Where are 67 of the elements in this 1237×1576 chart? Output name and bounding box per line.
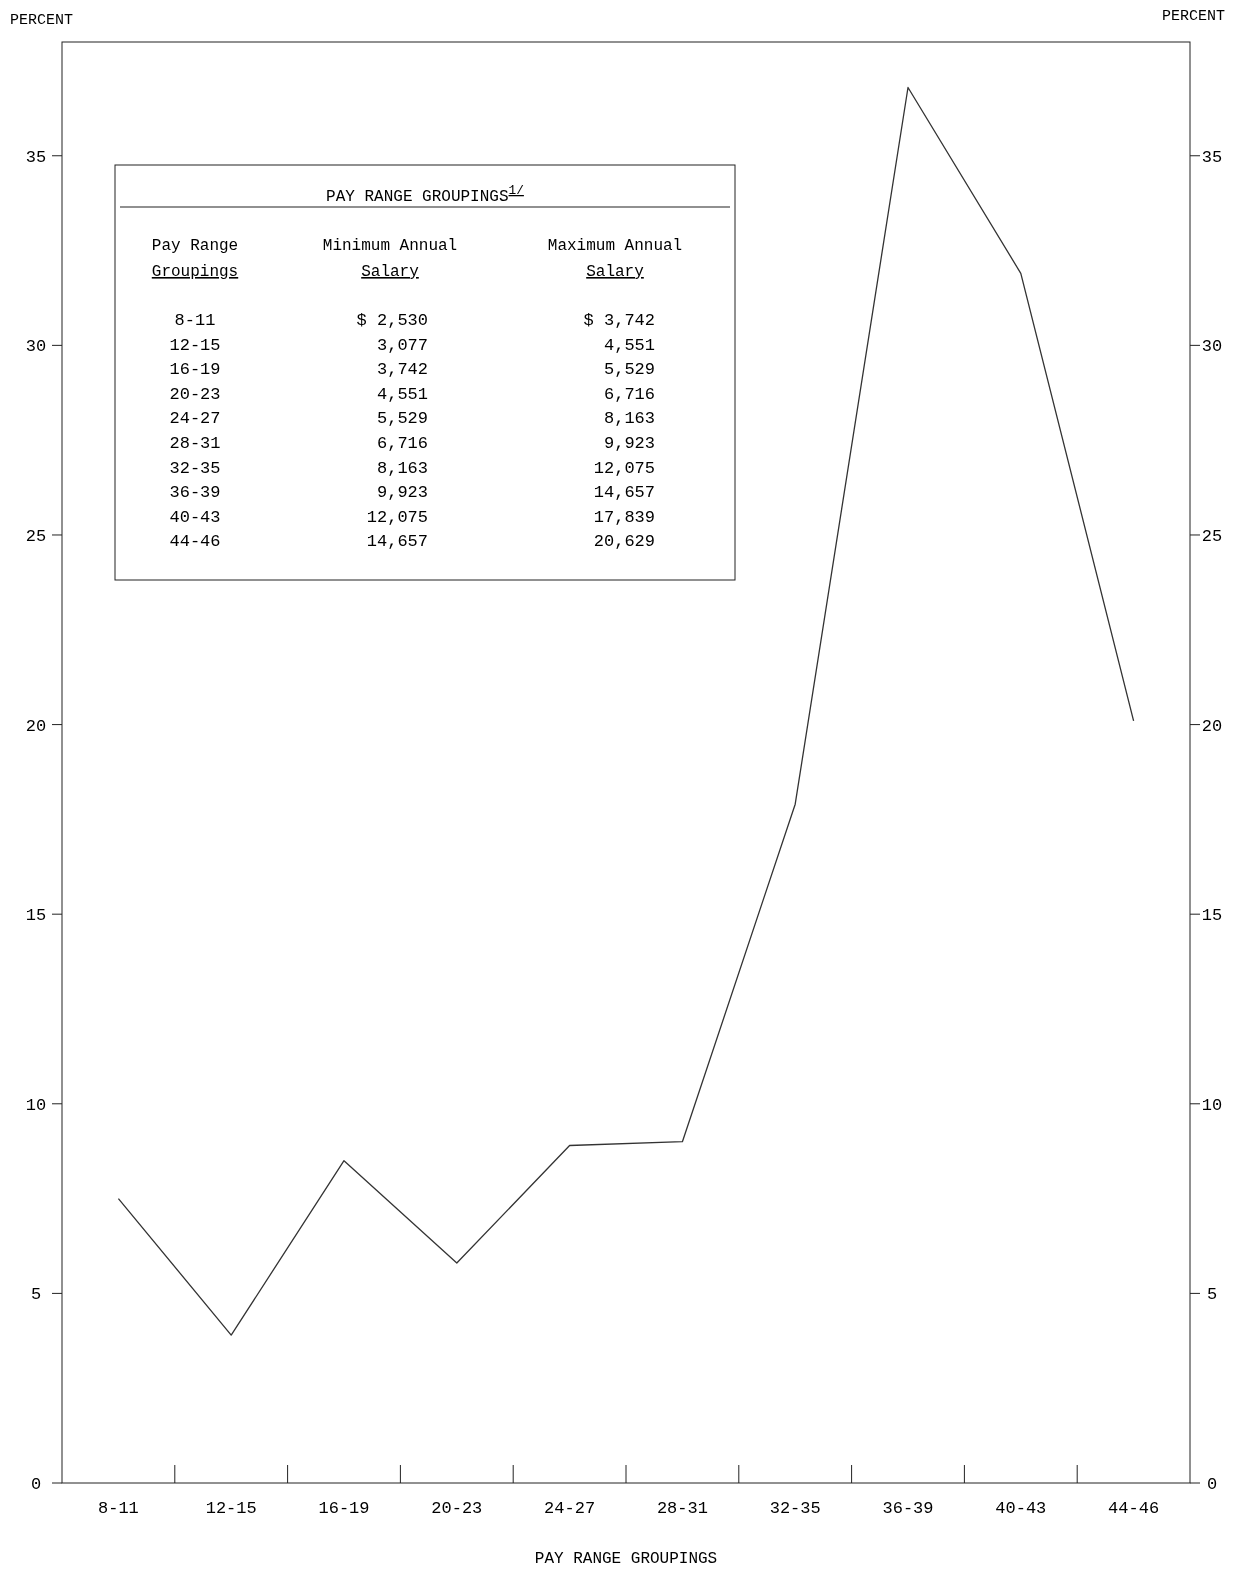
- x-tick-label: 20-23: [431, 1499, 483, 1518]
- y-tick-label: 5: [30, 1285, 42, 1305]
- y2-tick-label: 10: [1201, 1095, 1223, 1115]
- annotation: PAY RANGE GROUPINGS$^{1/}$: [326, 182, 524, 206]
- y-tick-label: 10: [25, 1095, 47, 1115]
- y2-tick-label: 30: [1201, 337, 1223, 357]
- annotation: 8,163: [603, 409, 655, 429]
- annotation: $ 3,742: [583, 311, 655, 330]
- y-tick-label: 20: [25, 716, 47, 736]
- annotation: 3,077: [376, 335, 428, 355]
- annotation: 32-35: [169, 458, 221, 478]
- annotation: Maximum Annual: [547, 237, 683, 255]
- annotation: Salary: [361, 263, 420, 281]
- annotation: 20-23: [169, 384, 221, 404]
- annotation: 40-43: [169, 507, 221, 527]
- y2-tick-label: 35: [1201, 147, 1223, 167]
- y-tick-label: 0: [30, 1475, 42, 1494]
- y2-tick-label: 0: [1206, 1475, 1218, 1494]
- annotation: Salary: [586, 263, 645, 281]
- annotation: 6,716: [376, 434, 428, 453]
- annotation: 4,551: [376, 384, 428, 404]
- annotation: 5,529: [376, 409, 428, 429]
- x-tick-label: 44-46: [1108, 1499, 1160, 1518]
- annotation: 8,163: [376, 458, 428, 478]
- annotation: 12,075: [593, 458, 655, 478]
- annotation: 5,529: [603, 360, 655, 380]
- x-tick-label: 28-31: [656, 1499, 708, 1518]
- annotation: 28-31: [169, 434, 221, 453]
- annotation: 24-27: [169, 409, 221, 429]
- x-tick-label: 12-15: [205, 1499, 257, 1518]
- y2-tick-label: 5: [1206, 1285, 1218, 1305]
- annotation: 36-39: [169, 483, 221, 503]
- annotation: 17,839: [593, 507, 655, 527]
- annotation: 3,742: [376, 360, 428, 380]
- annotation: 20,629: [593, 532, 655, 552]
- annotation: 44-46: [169, 532, 221, 552]
- annotation: 12-15: [169, 335, 221, 355]
- x-tick-label: 8-11: [97, 1499, 139, 1518]
- x-tick-label: 16-19: [318, 1499, 370, 1518]
- annotation: 6,716: [603, 384, 655, 404]
- annotation: $ 2,530: [356, 311, 428, 330]
- annotation: Pay Range: [151, 237, 239, 255]
- annotation: Minimum Annual: [322, 237, 458, 255]
- y2-tick-label: 20: [1201, 716, 1223, 736]
- y-axis-title: PERCENT: [10, 12, 74, 29]
- annotation: 14,657: [366, 532, 428, 552]
- annotation: Groupings: [151, 263, 239, 281]
- x-tick-label: 32-35: [769, 1499, 821, 1518]
- annotation: 16-19: [169, 360, 221, 380]
- annotation: 4,551: [603, 335, 655, 355]
- y2-axis-title: PERCENT: [1161, 8, 1225, 25]
- annotation: 12,075: [366, 507, 428, 527]
- y-tick-label: 35: [25, 147, 47, 167]
- x-tick-label: 24-27: [544, 1499, 596, 1518]
- y2-tick-label: 25: [1201, 526, 1223, 546]
- annotation: 9,923: [376, 483, 428, 503]
- x-tick-label: 36-39: [882, 1499, 934, 1518]
- line-series: [117, 86, 1135, 1336]
- x-axis-title: PAY RANGE GROUPINGS: [534, 1550, 718, 1568]
- y2-tick-label: 15: [1201, 906, 1223, 926]
- y-tick-label: 30: [25, 337, 47, 357]
- y-tick-label: 15: [25, 906, 47, 926]
- x-tick-label: 40-43: [995, 1499, 1047, 1518]
- annotation: 8-11: [174, 311, 216, 330]
- annotation: 14,657: [593, 483, 655, 503]
- y-tick-label: 25: [25, 526, 47, 546]
- annotation: 9,923: [603, 434, 655, 453]
